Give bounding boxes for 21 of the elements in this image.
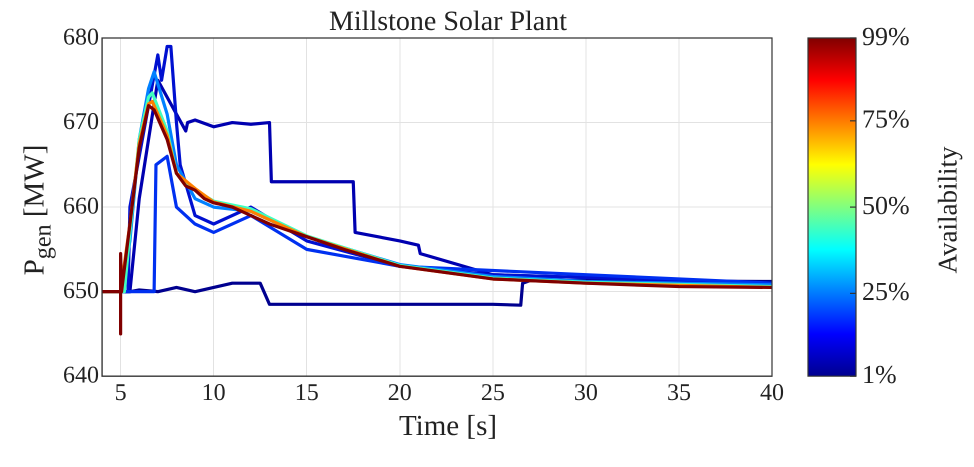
x-tick-label: 5	[114, 380, 127, 406]
color-bar-title: Availability	[932, 146, 964, 274]
chart-title: Millstone Solar Plant	[328, 6, 568, 38]
color-bar-label: 99%	[862, 22, 910, 51]
x-tick-label: 40	[760, 380, 784, 406]
x-tick-label: 15	[294, 380, 319, 406]
y-tick-label: 640	[63, 362, 99, 388]
x-tick-label: 20	[388, 380, 412, 406]
x-tick-label: 35	[666, 380, 691, 406]
x-tick-label: 25	[480, 380, 505, 406]
x-tick-label: 10	[202, 380, 226, 406]
color-bar-label: 1%	[862, 360, 897, 390]
y-tick-label: 670	[63, 108, 99, 135]
x-tick-label: 30	[574, 380, 598, 406]
y-tick-label: 650	[63, 278, 99, 304]
y-tick-label: 660	[63, 193, 99, 220]
x-axis-title: Time [s]	[398, 410, 498, 443]
color-bar-label: 50%	[862, 190, 910, 220]
y-tick-label: 680	[63, 24, 99, 50]
color-bar-label: 75%	[862, 104, 910, 134]
color-bar-label: 25%	[862, 277, 910, 306]
